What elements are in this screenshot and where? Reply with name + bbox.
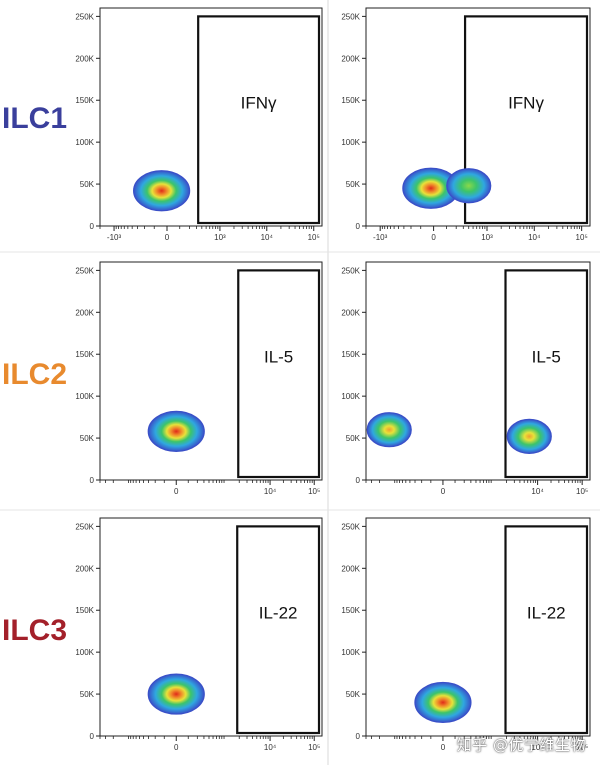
y-tick-label: 100K [75, 392, 94, 401]
x-tick-label: 10³ [214, 233, 226, 242]
y-tick-label: 0 [90, 476, 95, 485]
y-tick-label: 250K [75, 522, 94, 531]
density-population [414, 681, 472, 724]
y-tick-label: 50K [346, 180, 361, 189]
x-tick-label: 10⁵ [576, 487, 588, 496]
y-tick-label: 250K [75, 12, 94, 21]
y-tick-label: 250K [75, 266, 94, 275]
x-tick-label: 0 [174, 743, 179, 752]
density-population [506, 418, 552, 454]
x-tick-label: 10⁴ [531, 743, 544, 752]
x-tick-label: 10⁵ [308, 487, 320, 496]
y-tick-label: 50K [80, 434, 95, 443]
y-tick-label: 0 [90, 222, 95, 231]
x-tick-label: 10⁴ [528, 233, 541, 242]
plot-frame [99, 517, 323, 737]
y-tick-label: 250K [341, 522, 360, 531]
y-tick-label: 200K [341, 308, 360, 317]
row-label-ilc3: ILC3 [2, 614, 67, 647]
panel-r3-c1: 0 50K 100K 150K 200K 250K 0 10⁴ 10⁵ IL-22 [75, 517, 323, 752]
x-tick-label: -10³ [107, 233, 122, 242]
plot-panels: 0 50K 100K 150K 200K 250K -10³ 0 10³ 10⁴ 10⁵ IFNγ 0 5… [75, 7, 591, 752]
y-tick-label: 200K [341, 54, 360, 63]
y-tick-label: 150K [75, 350, 94, 359]
y-tick-label: 200K [75, 54, 94, 63]
gate-label: IFNγ [241, 93, 277, 112]
x-tick-label: 0 [441, 487, 446, 496]
x-tick-label: 0 [441, 743, 446, 752]
y-tick-label: 150K [341, 350, 360, 359]
y-tick-label: 250K [341, 266, 360, 275]
row-label-ilc1: ILC1 [2, 102, 67, 135]
x-tick-label: 10⁵ [308, 233, 320, 242]
gate-box [504, 269, 589, 479]
x-tick-label: 10⁴ [264, 743, 277, 752]
density-population [147, 410, 205, 452]
x-tick-label: -10³ [373, 233, 388, 242]
gate-box [504, 525, 589, 735]
x-tick-label: 10⁴ [264, 487, 277, 496]
x-tick-label: 0 [174, 487, 179, 496]
x-tick-label: 10⁵ [576, 743, 588, 752]
gate-box [237, 269, 321, 479]
x-tick-label: 10⁵ [308, 743, 320, 752]
plot-frame [99, 261, 323, 481]
gate-label: IL-22 [527, 603, 566, 622]
y-tick-label: 150K [75, 96, 94, 105]
plot-frame [365, 261, 591, 481]
y-tick-label: 150K [75, 606, 94, 615]
y-tick-label: 150K [341, 606, 360, 615]
y-tick-label: 100K [75, 648, 94, 657]
y-tick-label: 0 [356, 222, 361, 231]
y-tick-label: 50K [80, 180, 95, 189]
panel-r3-c2: 0 50K 100K 150K 200K 250K 0 10⁴ 10⁵ IL-22 [341, 517, 591, 752]
gate-box [463, 15, 589, 225]
panel-r2-c1: 0 50K 100K 150K 200K 250K 0 10⁴ 10⁵ IL-5 [75, 261, 323, 496]
density-population [133, 170, 191, 212]
density-population [147, 673, 205, 715]
gate-box [236, 525, 321, 735]
density-population [366, 412, 412, 448]
y-tick-label: 100K [341, 648, 360, 657]
panel-r1-c1: 0 50K 100K 150K 200K 250K -10³ 0 10³ 10⁴ 10⁵ IFNγ [75, 7, 323, 242]
y-tick-label: 200K [75, 308, 94, 317]
x-tick-label: 10³ [481, 233, 493, 242]
gate-box [197, 15, 321, 225]
y-tick-label: 0 [90, 732, 95, 741]
x-tick-label: 0 [165, 233, 170, 242]
panel-r2-c2: 0 50K 100K 150K 200K 250K 0 10⁴ 10⁵ IL-5 [341, 261, 591, 496]
y-tick-label: 50K [80, 690, 95, 699]
gate-label: IL-5 [264, 347, 293, 366]
y-tick-label: 200K [341, 564, 360, 573]
density-population [446, 168, 492, 204]
y-tick-label: 50K [346, 690, 361, 699]
y-tick-label: 0 [356, 732, 361, 741]
x-tick-label: 0 [431, 233, 436, 242]
y-tick-label: 200K [75, 564, 94, 573]
y-tick-label: 100K [341, 392, 360, 401]
gate-label: IFNγ [508, 93, 544, 112]
y-tick-label: 100K [341, 138, 360, 147]
plot-frame [365, 517, 591, 737]
y-tick-label: 0 [356, 476, 361, 485]
watermark: 知乎 @优宁维生物 [456, 736, 586, 754]
y-tick-label: 50K [346, 434, 361, 443]
panel-r1-c2: 0 50K 100K 150K 200K 250K -10³ 0 10³ 10⁴ 10⁵ IFNγ [341, 7, 591, 242]
x-tick-label: 10⁵ [576, 233, 588, 242]
y-tick-label: 150K [341, 96, 360, 105]
y-tick-label: 100K [75, 138, 94, 147]
x-tick-label: 10⁴ [261, 233, 274, 242]
gate-label: IL-22 [259, 603, 298, 622]
gate-label: IL-5 [532, 347, 561, 366]
row-label-ilc2: ILC2 [2, 358, 67, 391]
y-tick-label: 250K [341, 12, 360, 21]
x-tick-label: 10⁴ [531, 487, 544, 496]
